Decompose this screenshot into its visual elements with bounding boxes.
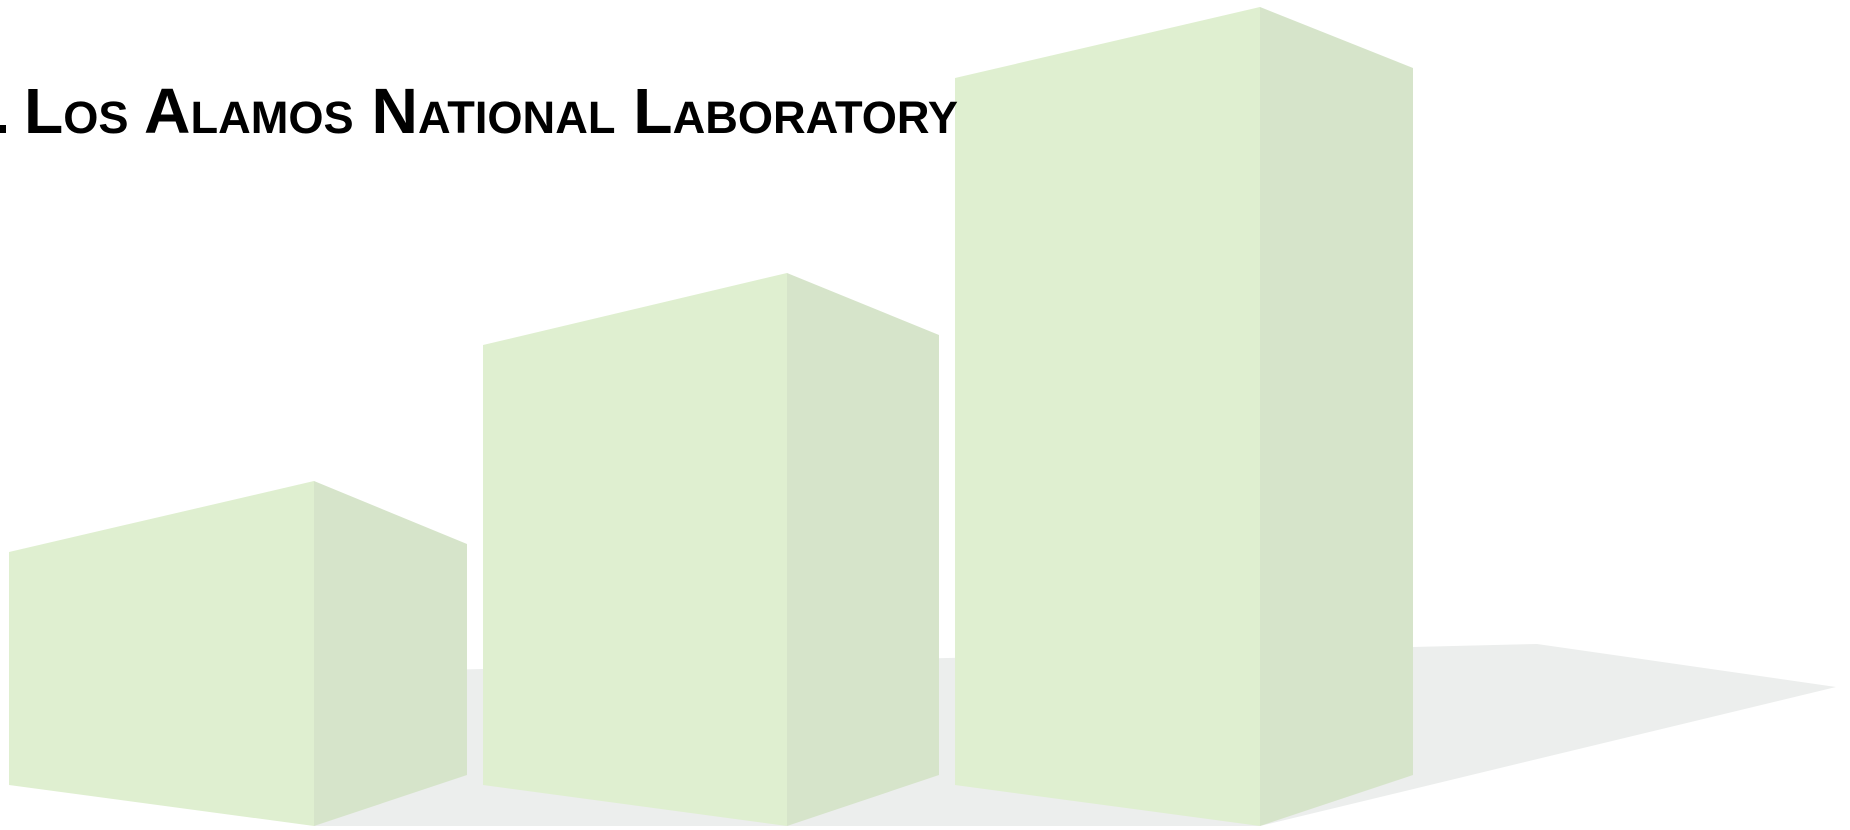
- bar-1: [9, 481, 467, 826]
- bar-side: [1260, 7, 1413, 826]
- bar-front: [9, 481, 314, 826]
- bar-3: [955, 7, 1413, 826]
- bar-front: [955, 7, 1260, 826]
- title: Los Alamos National Laboratory: [24, 75, 958, 147]
- bar-2: [483, 273, 939, 826]
- bar-side: [787, 273, 939, 826]
- clipped-letter: [0, 125, 6, 133]
- bar-front: [483, 273, 787, 826]
- bar-side: [314, 481, 467, 826]
